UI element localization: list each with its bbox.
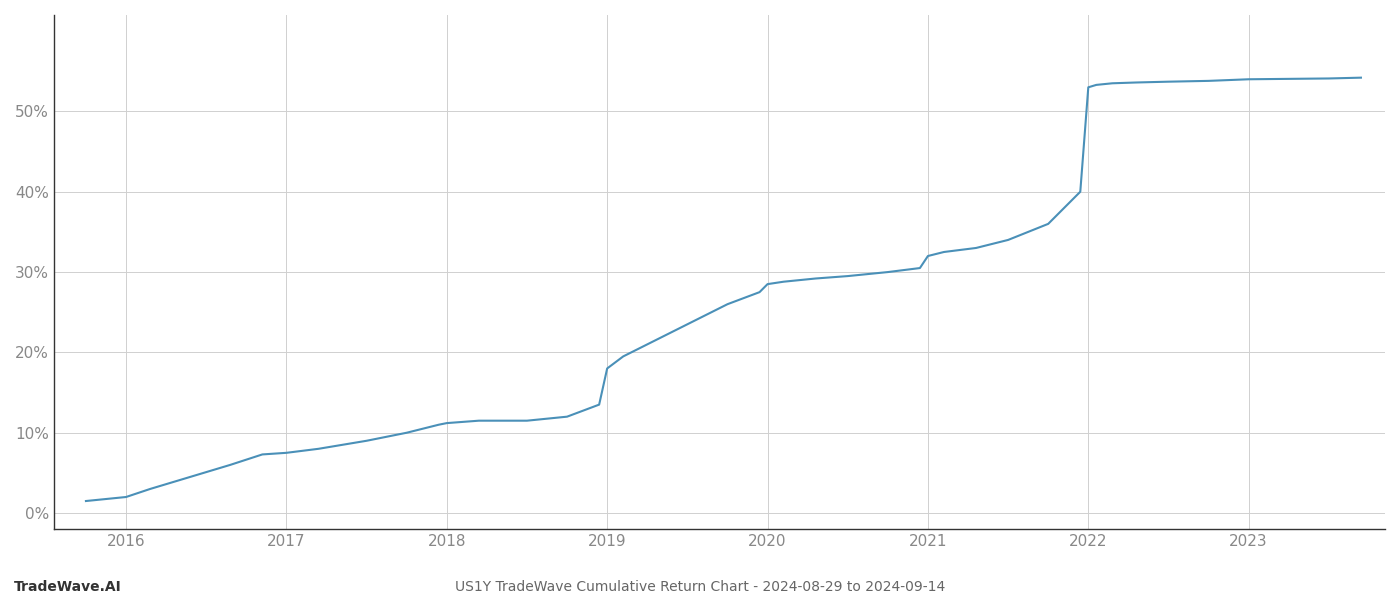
Text: TradeWave.AI: TradeWave.AI xyxy=(14,580,122,594)
Text: US1Y TradeWave Cumulative Return Chart - 2024-08-29 to 2024-09-14: US1Y TradeWave Cumulative Return Chart -… xyxy=(455,580,945,594)
